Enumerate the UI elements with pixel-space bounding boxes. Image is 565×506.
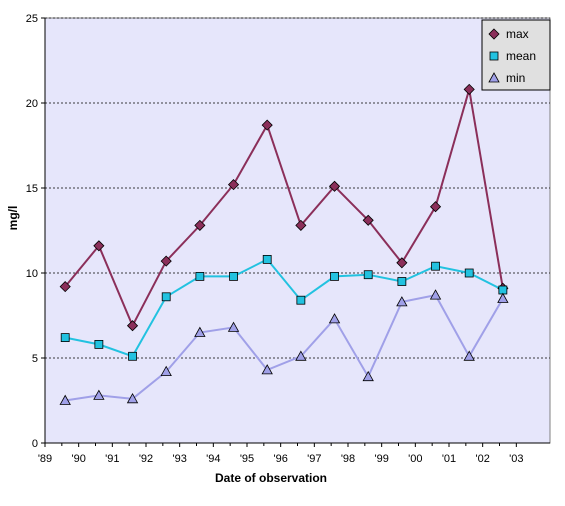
- point-min: [194, 326, 206, 337]
- point-max: [126, 320, 139, 332]
- legend-marker-mean: [489, 51, 499, 61]
- point-max: [261, 119, 273, 131]
- point-mean: [363, 270, 373, 280]
- legend-marker-min: [488, 72, 500, 83]
- x-tick-label: '90: [71, 453, 85, 465]
- point-mean: [60, 333, 70, 343]
- point-mean: [262, 254, 272, 264]
- legend-label-mean: mean: [506, 49, 536, 63]
- point-max: [160, 255, 172, 267]
- x-tick-label: '02: [475, 453, 489, 465]
- x-tick-label: '92: [139, 453, 153, 465]
- data-markers: [59, 83, 509, 405]
- point-mean: [397, 277, 407, 286]
- series-line-max: [64, 89, 504, 329]
- axes: [41, 17, 550, 447]
- point-min: [126, 392, 139, 404]
- x-tick-label: '00: [408, 453, 422, 465]
- point-mean: [330, 271, 339, 281]
- x-tick-label: '96: [273, 453, 287, 465]
- x-tick-labels: '89 '90 '91 '92 '93 '94 '95 '96 '97 '98 '99 '00 '01 '…: [38, 453, 524, 465]
- point-min: [261, 364, 273, 375]
- legend-marker-max: [488, 28, 500, 40]
- series-lines: [64, 89, 504, 402]
- point-mean: [128, 351, 137, 361]
- point-min: [227, 321, 240, 332]
- x-tick-label: '99: [374, 453, 388, 465]
- point-mean: [464, 268, 474, 278]
- point-max: [295, 219, 307, 231]
- point-max: [429, 201, 442, 213]
- point-max: [59, 281, 71, 293]
- point-min: [160, 365, 172, 377]
- series-line-min: [65, 293, 504, 402]
- point-mean: [161, 292, 171, 302]
- point-max: [227, 179, 240, 191]
- point-max: [463, 83, 475, 95]
- point-min: [59, 394, 71, 405]
- point-mean: [431, 261, 440, 271]
- point-min: [463, 350, 475, 361]
- y-tick-label: 0: [32, 438, 38, 450]
- point-min: [429, 289, 442, 300]
- legend-label-max: max: [506, 27, 529, 41]
- point-min: [93, 389, 105, 400]
- point-max: [93, 240, 105, 252]
- y-axis-title: mg/l: [6, 206, 20, 231]
- point-min: [328, 313, 341, 324]
- plot-area: [44, 17, 551, 444]
- y-tick-label: 5: [32, 353, 38, 365]
- y-tick-label: 20: [26, 98, 38, 110]
- point-min: [295, 350, 307, 361]
- x-tick-label: '94: [206, 453, 220, 465]
- point-max: [362, 214, 374, 226]
- legend-label-min: min: [506, 71, 525, 85]
- x-tick-label: '98: [341, 453, 355, 465]
- legend: max mean min: [481, 19, 551, 91]
- x-tick-label: '89: [38, 453, 52, 465]
- point-max: [194, 219, 206, 231]
- point-mean: [94, 339, 104, 349]
- y-tick-label: 10: [26, 268, 38, 280]
- point-min: [497, 292, 509, 303]
- x-tick-label: '01: [442, 453, 456, 465]
- x-tick-label: '97: [307, 453, 321, 465]
- legend-markers: [488, 28, 500, 83]
- series-line-mean: [65, 258, 504, 358]
- point-min: [362, 370, 374, 382]
- y-tick-labels: 0 5 10 15 20 25: [26, 13, 38, 450]
- point-max: [396, 257, 408, 269]
- point-mean: [229, 271, 238, 281]
- y-tick-label: 25: [26, 13, 38, 25]
- y-tick-label: 15: [26, 183, 38, 195]
- x-axis-title: Date of observation: [215, 471, 327, 485]
- x-tick-label: '03: [509, 453, 523, 465]
- point-max: [328, 180, 341, 192]
- x-tick-label: '91: [105, 453, 119, 465]
- point-min: [396, 296, 408, 307]
- x-tick-label: '93: [172, 453, 186, 465]
- x-tick-label: '95: [240, 453, 254, 465]
- point-mean: [296, 295, 306, 305]
- point-mean: [195, 271, 205, 281]
